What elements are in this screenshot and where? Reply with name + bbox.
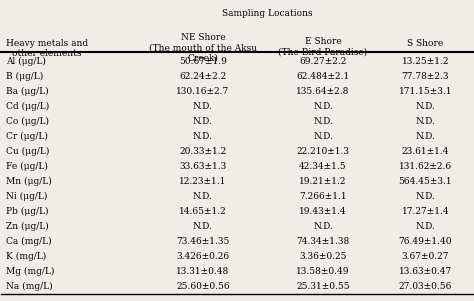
Text: 131.62±2.6: 131.62±2.6	[399, 162, 452, 171]
Text: 69.27±2.2: 69.27±2.2	[299, 57, 346, 66]
Text: Heavy metals and
other elements: Heavy metals and other elements	[6, 39, 88, 58]
Text: B (μg/L): B (μg/L)	[6, 72, 43, 81]
Text: 25.60±0.56: 25.60±0.56	[176, 282, 229, 291]
Text: 130.16±2.7: 130.16±2.7	[176, 87, 229, 96]
Text: N.D.: N.D.	[313, 222, 333, 231]
Text: 171.15±3.1: 171.15±3.1	[399, 87, 452, 96]
Text: Mg (mg/L): Mg (mg/L)	[6, 267, 55, 276]
Text: N.D.: N.D.	[313, 116, 333, 126]
Text: Fe (μg/L): Fe (μg/L)	[6, 162, 48, 171]
Text: N.D.: N.D.	[193, 116, 213, 126]
Text: Na (mg/L): Na (mg/L)	[6, 281, 53, 291]
Text: 50.67±1.9: 50.67±1.9	[179, 57, 227, 66]
Text: 14.65±1.2: 14.65±1.2	[179, 206, 227, 216]
Text: Ca (mg/L): Ca (mg/L)	[6, 237, 52, 246]
Text: 7.266±1.1: 7.266±1.1	[299, 192, 347, 201]
Text: 17.27±1.4: 17.27±1.4	[401, 206, 449, 216]
Text: Mn (μg/L): Mn (μg/L)	[6, 177, 52, 186]
Text: N.D.: N.D.	[193, 192, 213, 201]
Text: N.D.: N.D.	[416, 132, 436, 141]
Text: 19.21±1.2: 19.21±1.2	[299, 177, 347, 186]
Text: 13.58±0.49: 13.58±0.49	[296, 267, 350, 276]
Text: 19.43±1.4: 19.43±1.4	[299, 206, 347, 216]
Text: N.D.: N.D.	[193, 132, 213, 141]
Text: 62.24±2.2: 62.24±2.2	[179, 72, 227, 81]
Text: Sampling Locations: Sampling Locations	[222, 9, 313, 18]
Text: Ni (μg/L): Ni (μg/L)	[6, 191, 47, 201]
Text: 62.484±2.1: 62.484±2.1	[296, 72, 350, 81]
Text: N.D.: N.D.	[313, 102, 333, 110]
Text: E Shore
(The Bird Paradise): E Shore (The Bird Paradise)	[278, 37, 368, 57]
Text: Cu (μg/L): Cu (μg/L)	[6, 147, 49, 156]
Text: 12.23±1.1: 12.23±1.1	[179, 177, 227, 186]
Text: 13.63±0.47: 13.63±0.47	[399, 267, 452, 276]
Text: N.D.: N.D.	[416, 116, 436, 126]
Text: Zn (μg/L): Zn (μg/L)	[6, 222, 49, 231]
Text: 33.63±1.3: 33.63±1.3	[179, 162, 227, 171]
Text: Cd (μg/L): Cd (μg/L)	[6, 101, 49, 111]
Text: 20.33±1.2: 20.33±1.2	[179, 147, 227, 156]
Text: 564.45±3.1: 564.45±3.1	[399, 177, 452, 186]
Text: 22.210±1.3: 22.210±1.3	[297, 147, 349, 156]
Text: N.D.: N.D.	[416, 102, 436, 110]
Text: S Shore: S Shore	[407, 39, 444, 48]
Text: 3.426±0.26: 3.426±0.26	[176, 252, 229, 261]
Text: 73.46±1.35: 73.46±1.35	[176, 237, 229, 246]
Text: 23.61±1.4: 23.61±1.4	[402, 147, 449, 156]
Text: 25.31±0.55: 25.31±0.55	[296, 282, 350, 291]
Text: NE Shore
(The mouth of the Aksu
Creek): NE Shore (The mouth of the Aksu Creek)	[149, 33, 257, 63]
Text: 3.36±0.25: 3.36±0.25	[299, 252, 347, 261]
Text: 42.34±1.5: 42.34±1.5	[299, 162, 347, 171]
Text: Cr (μg/L): Cr (μg/L)	[6, 132, 48, 141]
Text: Pb (μg/L): Pb (μg/L)	[6, 206, 49, 216]
Text: N.D.: N.D.	[193, 222, 213, 231]
Text: N.D.: N.D.	[193, 102, 213, 110]
Text: N.D.: N.D.	[313, 132, 333, 141]
Text: 77.78±2.3: 77.78±2.3	[402, 72, 449, 81]
Text: N.D.: N.D.	[416, 192, 436, 201]
Text: 135.64±2.8: 135.64±2.8	[296, 87, 350, 96]
Text: Ba (μg/L): Ba (μg/L)	[6, 86, 49, 96]
Text: 13.25±1.2: 13.25±1.2	[402, 57, 449, 66]
Text: Co (μg/L): Co (μg/L)	[6, 116, 49, 126]
Text: Al (μg/L): Al (μg/L)	[6, 57, 46, 66]
Text: 27.03±0.56: 27.03±0.56	[399, 282, 452, 291]
Text: 74.34±1.38: 74.34±1.38	[296, 237, 350, 246]
Text: 76.49±1.40: 76.49±1.40	[399, 237, 452, 246]
Text: 3.67±0.27: 3.67±0.27	[402, 252, 449, 261]
Text: K (mg/L): K (mg/L)	[6, 252, 46, 261]
Text: N.D.: N.D.	[416, 222, 436, 231]
Text: 13.31±0.48: 13.31±0.48	[176, 267, 229, 276]
